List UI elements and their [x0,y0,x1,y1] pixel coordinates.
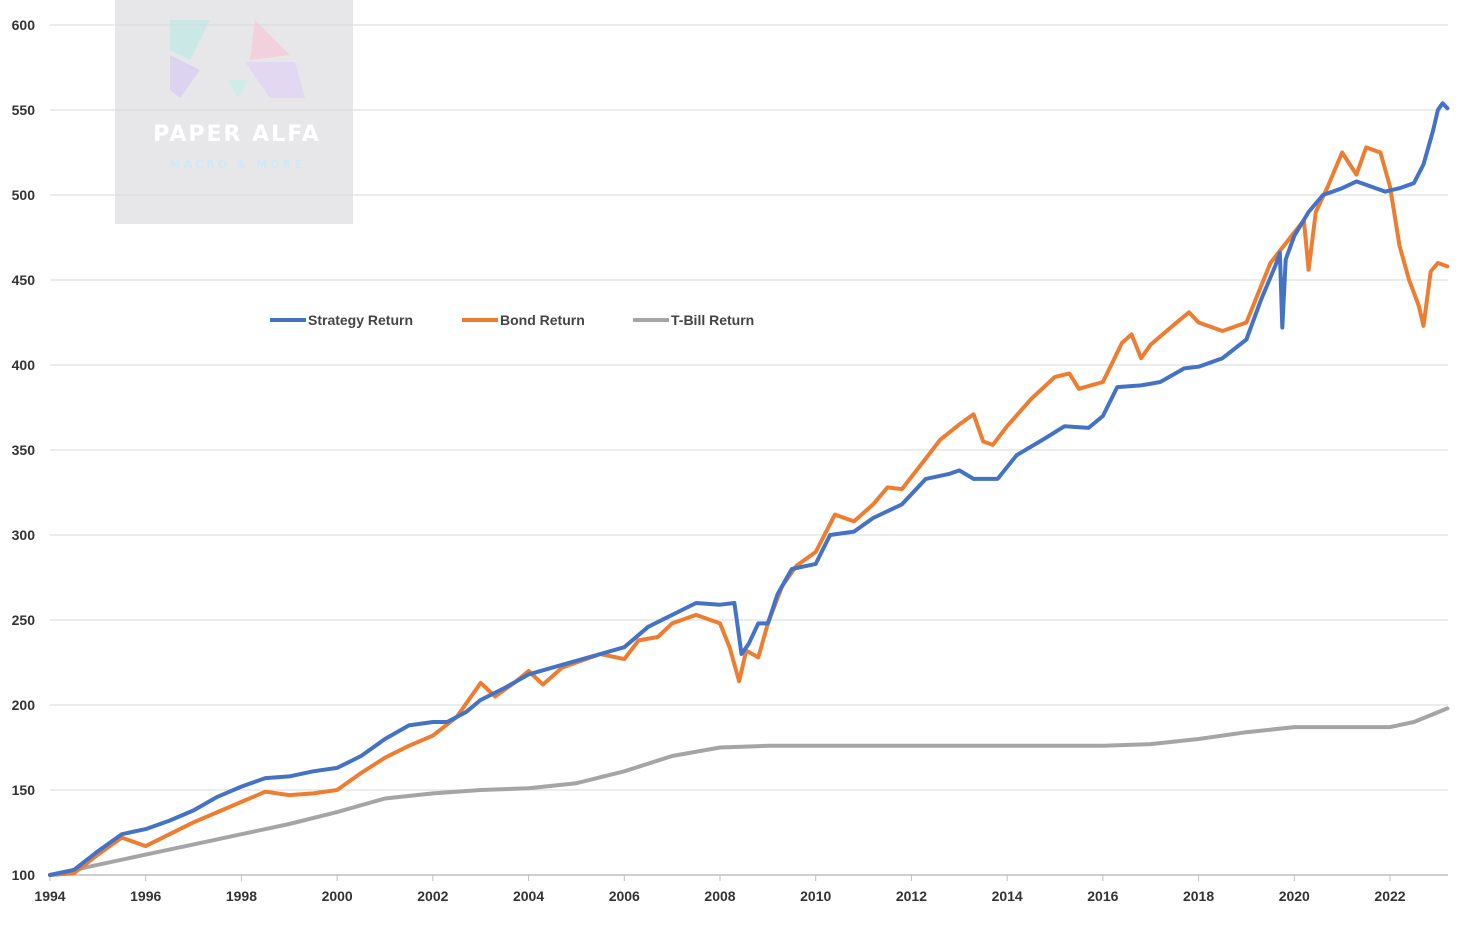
legend-label-bond: Bond Return [500,312,585,328]
gridlines [50,24,1448,876]
y-tick-label-250: 250 [12,612,36,628]
x-tick-label-2016: 2016 [1087,888,1118,904]
y-tick-label-400: 400 [12,357,36,373]
series-line-tbill [48,706,1450,877]
legend-label-strategy: Strategy Return [308,312,413,328]
y-tick-label-150: 150 [12,782,36,798]
x-tick-label-2014: 2014 [992,888,1023,904]
x-tick-label-2012: 2012 [896,888,927,904]
y-tick-label-100: 100 [12,867,36,883]
watermark-tagline: MACRO & MORE [170,158,305,171]
x-tick-label-1996: 1996 [130,888,161,904]
y-tick-label-450: 450 [12,272,36,288]
y-tick-label-550: 550 [12,102,36,118]
series-lines [48,101,1450,877]
x-tick-label-1998: 1998 [226,888,257,904]
x-tick-label-2002: 2002 [417,888,448,904]
watermark-background [115,0,353,224]
x-tick-label-2008: 2008 [704,888,735,904]
watermark-brand: PAPER ALFA [153,122,320,147]
x-tick-label-2018: 2018 [1183,888,1214,904]
series-line-strategy [48,101,1450,877]
legend: Strategy Return Bond Return T-Bill Return [270,312,754,328]
paper-alfa-logo-icon [170,20,305,98]
y-axis-tick-labels: 100 150 200 250 300 350 400 450 500 550 600 [12,17,36,883]
x-tick-label-2022: 2022 [1374,888,1405,904]
y-tick-label-350: 350 [12,442,36,458]
y-tick-label-300: 300 [12,527,36,543]
x-axis-tick-labels: 1994 1996 1998 2000 2002 2004 2006 2008 2010 2012… [34,875,1406,904]
x-tick-label-2020: 2020 [1279,888,1310,904]
x-tick-label-2010: 2010 [800,888,831,904]
series-line-bond [48,145,1450,877]
x-tick-label-2000: 2000 [322,888,353,904]
legend-label-tbill: T-Bill Return [671,312,754,328]
y-tick-label-600: 600 [12,17,36,33]
x-tick-label-2004: 2004 [513,888,544,904]
watermark: PAPER ALFA MACRO & MORE [115,0,353,224]
x-tick-label-1994: 1994 [34,888,65,904]
y-tick-label-500: 500 [12,187,36,203]
x-tick-label-2006: 2006 [609,888,640,904]
y-tick-label-200: 200 [12,697,36,713]
